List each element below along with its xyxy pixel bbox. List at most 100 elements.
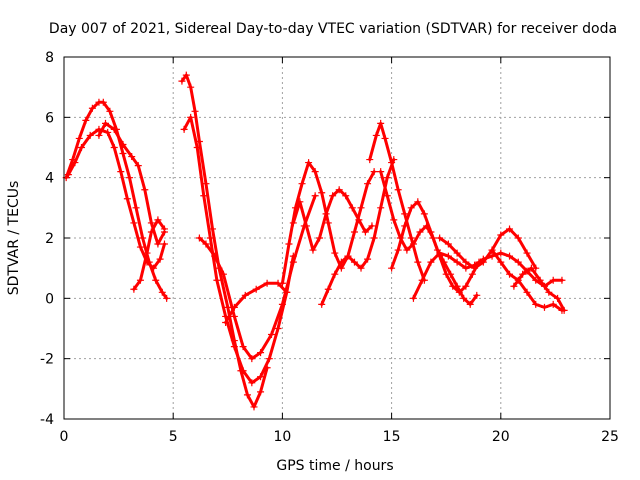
- data-point: [318, 300, 326, 308]
- data-point: [453, 282, 461, 290]
- data-point: [158, 288, 166, 296]
- data-point: [156, 255, 164, 263]
- series-trace: [390, 200, 479, 306]
- data-point: [322, 210, 330, 218]
- data-point: [126, 174, 134, 182]
- data-point: [355, 216, 363, 224]
- data-point: [206, 234, 214, 242]
- data-point: [388, 264, 396, 272]
- data-point: [527, 264, 535, 272]
- data-point: [311, 168, 319, 176]
- data-point: [436, 234, 444, 242]
- data-point: [519, 270, 527, 278]
- data-point: [117, 168, 125, 176]
- data-point: [302, 222, 310, 230]
- x-tick-label: 15: [383, 429, 401, 445]
- data-point: [187, 83, 195, 91]
- x-tick-label: 0: [60, 429, 69, 445]
- data-point: [289, 219, 297, 227]
- data-point: [278, 279, 286, 287]
- data-point: [453, 258, 461, 266]
- data-point: [147, 219, 155, 227]
- data-point: [213, 276, 221, 284]
- data-point: [110, 144, 118, 151]
- data-point: [523, 288, 531, 296]
- data-point: [152, 276, 160, 284]
- data-point: [283, 288, 291, 296]
- y-tick-label: 0: [45, 291, 54, 307]
- data-point: [403, 246, 411, 254]
- data-point: [506, 270, 514, 278]
- data-point: [329, 192, 337, 200]
- y-tick-label: 4: [45, 171, 54, 187]
- data-point: [394, 186, 402, 194]
- data-point: [267, 331, 275, 339]
- data-point: [139, 234, 147, 242]
- data-point: [257, 373, 265, 381]
- data-point: [350, 228, 358, 236]
- x-tick-label: 10: [273, 429, 291, 445]
- data-point: [191, 107, 199, 115]
- data-point: [75, 134, 83, 142]
- data-point: [150, 264, 158, 272]
- data-point: [128, 153, 136, 161]
- data-point: [401, 210, 409, 218]
- series-arc-8: [222, 279, 291, 326]
- data-point: [558, 276, 566, 284]
- data-point: [296, 198, 304, 206]
- data-point: [248, 379, 256, 387]
- data-point: [239, 343, 247, 351]
- data-point: [342, 192, 350, 200]
- data-point: [462, 264, 470, 272]
- data-point: [200, 192, 208, 200]
- data-point: [388, 159, 396, 167]
- data-point: [361, 228, 369, 236]
- data-point: [202, 240, 210, 248]
- data-point: [409, 294, 417, 302]
- data-point: [86, 131, 94, 139]
- data-point: [132, 204, 140, 212]
- data-point: [514, 258, 522, 266]
- data-point: [497, 231, 505, 239]
- data-point: [560, 306, 568, 314]
- series-arc-6: [180, 113, 297, 387]
- series-arc-11: [318, 156, 398, 308]
- series-arc-3: [95, 119, 168, 248]
- series-trace: [411, 251, 564, 300]
- data-point: [274, 325, 282, 332]
- data-point: [324, 285, 332, 293]
- data-point: [514, 234, 522, 242]
- data-point: [318, 189, 326, 197]
- series-trace: [368, 121, 426, 282]
- data-point: [316, 234, 324, 242]
- series-arc-12: [366, 119, 428, 284]
- data-point: [471, 264, 479, 272]
- data-point: [110, 125, 118, 133]
- data-point: [545, 288, 553, 296]
- data-point: [383, 174, 391, 182]
- y-tick-label: 8: [45, 50, 54, 66]
- data-point: [364, 255, 372, 263]
- data-point: [285, 240, 293, 248]
- data-point: [440, 258, 448, 266]
- data-point: [331, 249, 339, 257]
- y-tick-label: -2: [40, 352, 54, 368]
- data-point: [130, 219, 138, 227]
- data-point: [147, 228, 155, 236]
- data-point: [257, 388, 265, 396]
- data-point: [178, 77, 186, 85]
- data-point: [479, 258, 487, 266]
- data-point: [324, 219, 332, 227]
- data-point: [163, 294, 171, 302]
- data-point: [309, 246, 317, 254]
- data-point: [488, 252, 496, 260]
- plot-area: [62, 71, 568, 411]
- data-point: [239, 367, 247, 375]
- data-point: [377, 204, 385, 212]
- data-point: [252, 285, 260, 293]
- data-point: [536, 276, 544, 284]
- data-point: [136, 276, 144, 284]
- data-point: [130, 285, 138, 293]
- data-point: [554, 294, 562, 302]
- x-axis-title: GPS time / hours: [276, 458, 393, 474]
